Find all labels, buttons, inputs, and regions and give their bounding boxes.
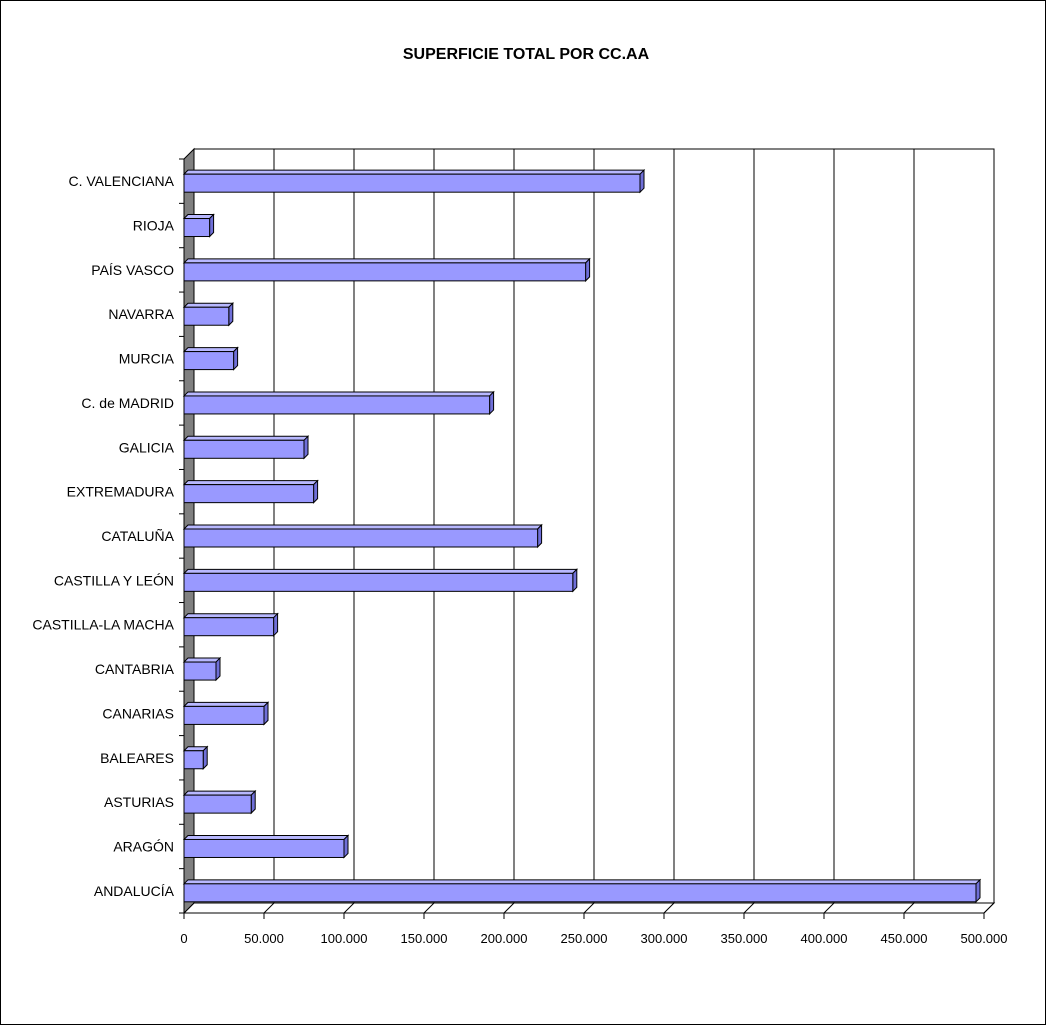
bar-top-face: [182, 169, 646, 175]
category-label: ARAGÓN: [113, 838, 174, 854]
bar-top-face: [182, 657, 222, 663]
bar-top-face: [182, 258, 591, 264]
category-label: C. de MADRID: [81, 395, 174, 411]
category-label: MURCIA: [119, 351, 175, 367]
bar-top-face: [182, 435, 310, 441]
bar: [183, 838, 345, 858]
bar-end-face: [303, 435, 309, 460]
bar: [183, 439, 305, 459]
plot-area: 0 50.000 100.000 150.000 200.000 250.000 300.0…: [32, 147, 1008, 946]
bar-top-face: [182, 613, 279, 619]
category-label: EXTREMADURA: [67, 484, 175, 500]
bar-end-face: [209, 213, 215, 238]
category-label: CANARIAS: [102, 705, 174, 721]
category-label: NAVARRA: [108, 306, 174, 322]
floor-gridline: [583, 902, 595, 914]
bar-top-face: [182, 524, 543, 530]
bar-end-face: [228, 302, 234, 327]
floor-gridline: [983, 902, 995, 914]
bar-top-face: [182, 879, 982, 885]
bar: [183, 617, 275, 637]
bar: [183, 883, 977, 903]
floor-gridline: [743, 902, 755, 914]
bar-end-face: [202, 745, 208, 770]
category-label: CANTABRIA: [95, 661, 175, 677]
x-tick-label: 350.000: [721, 931, 768, 946]
bar: [183, 572, 574, 592]
bar: [183, 750, 204, 770]
bar: [183, 351, 235, 371]
category-label: GALICIA: [119, 439, 175, 455]
category-label: PAÍS VASCO: [91, 262, 174, 278]
bar-end-face: [250, 789, 256, 815]
category-label: ANDALUCÍA: [94, 883, 175, 899]
bar-top-face: [182, 347, 239, 353]
bar-top-face: [182, 834, 350, 840]
category-label: CATALUÑA: [101, 528, 174, 544]
bar: [183, 484, 315, 504]
bar-end-face: [263, 701, 269, 726]
bar-end-face: [537, 523, 543, 549]
bar-top-face: [182, 790, 257, 796]
x-tick-label: 100.000: [321, 931, 368, 946]
bar-top-face: [182, 391, 495, 397]
bar-end-face: [639, 168, 645, 194]
floor-gridline: [823, 902, 835, 914]
x-tick-label: 50.000: [244, 931, 284, 946]
floor-gridline: [263, 902, 275, 914]
bar: [183, 395, 491, 415]
x-tick-label: 0: [180, 931, 187, 946]
bar-end-face: [343, 834, 349, 859]
floor-gridline: [903, 902, 915, 914]
bar-end-face: [233, 346, 239, 371]
bar-end-face: [215, 656, 221, 682]
bar: [183, 306, 230, 326]
category-label: RIOJA: [133, 218, 175, 234]
bar-top-face: [182, 701, 270, 707]
bar-top-face: [182, 568, 579, 574]
bar-top-face: [182, 480, 319, 486]
category-label: ASTURIAS: [104, 794, 174, 810]
x-tick-label: 500.000: [961, 931, 1008, 946]
x-tick-label: 450.000: [881, 931, 928, 946]
bar-end-face: [489, 390, 495, 416]
x-tick-label: 250.000: [561, 931, 608, 946]
floor-gridline: [503, 902, 515, 914]
floor-gridline: [663, 902, 675, 914]
bar-top-face: [182, 214, 215, 220]
bar-end-face: [572, 568, 578, 593]
bar-end-face: [585, 257, 591, 283]
x-tick-label: 300.000: [641, 931, 688, 946]
floor-gridline: [343, 902, 355, 914]
category-label: BALEARES: [100, 750, 174, 766]
bar-end-face: [313, 479, 319, 504]
category-label: CASTILLA-LA MACHA: [32, 617, 174, 633]
floor-gridline: [423, 902, 435, 914]
bar: [183, 218, 211, 238]
category-label: C. VALENCIANA: [68, 173, 174, 189]
bar-end-face: [975, 878, 981, 904]
x-tick-label: 400.000: [801, 931, 848, 946]
x-tick-label: 200.000: [481, 931, 528, 946]
bar: [183, 262, 587, 282]
x-tick-label: 150.000: [401, 931, 448, 946]
category-label: CASTILLA Y LEÓN: [54, 572, 174, 588]
bar: [183, 528, 539, 548]
chart-title: SUPERFICIE TOTAL POR CC.AA: [403, 46, 650, 63]
bar: [183, 661, 217, 681]
bar: [183, 705, 265, 725]
bar: [183, 173, 641, 193]
bar-end-face: [273, 612, 279, 637]
bar-top-face: [182, 302, 235, 308]
bar: [183, 794, 252, 814]
